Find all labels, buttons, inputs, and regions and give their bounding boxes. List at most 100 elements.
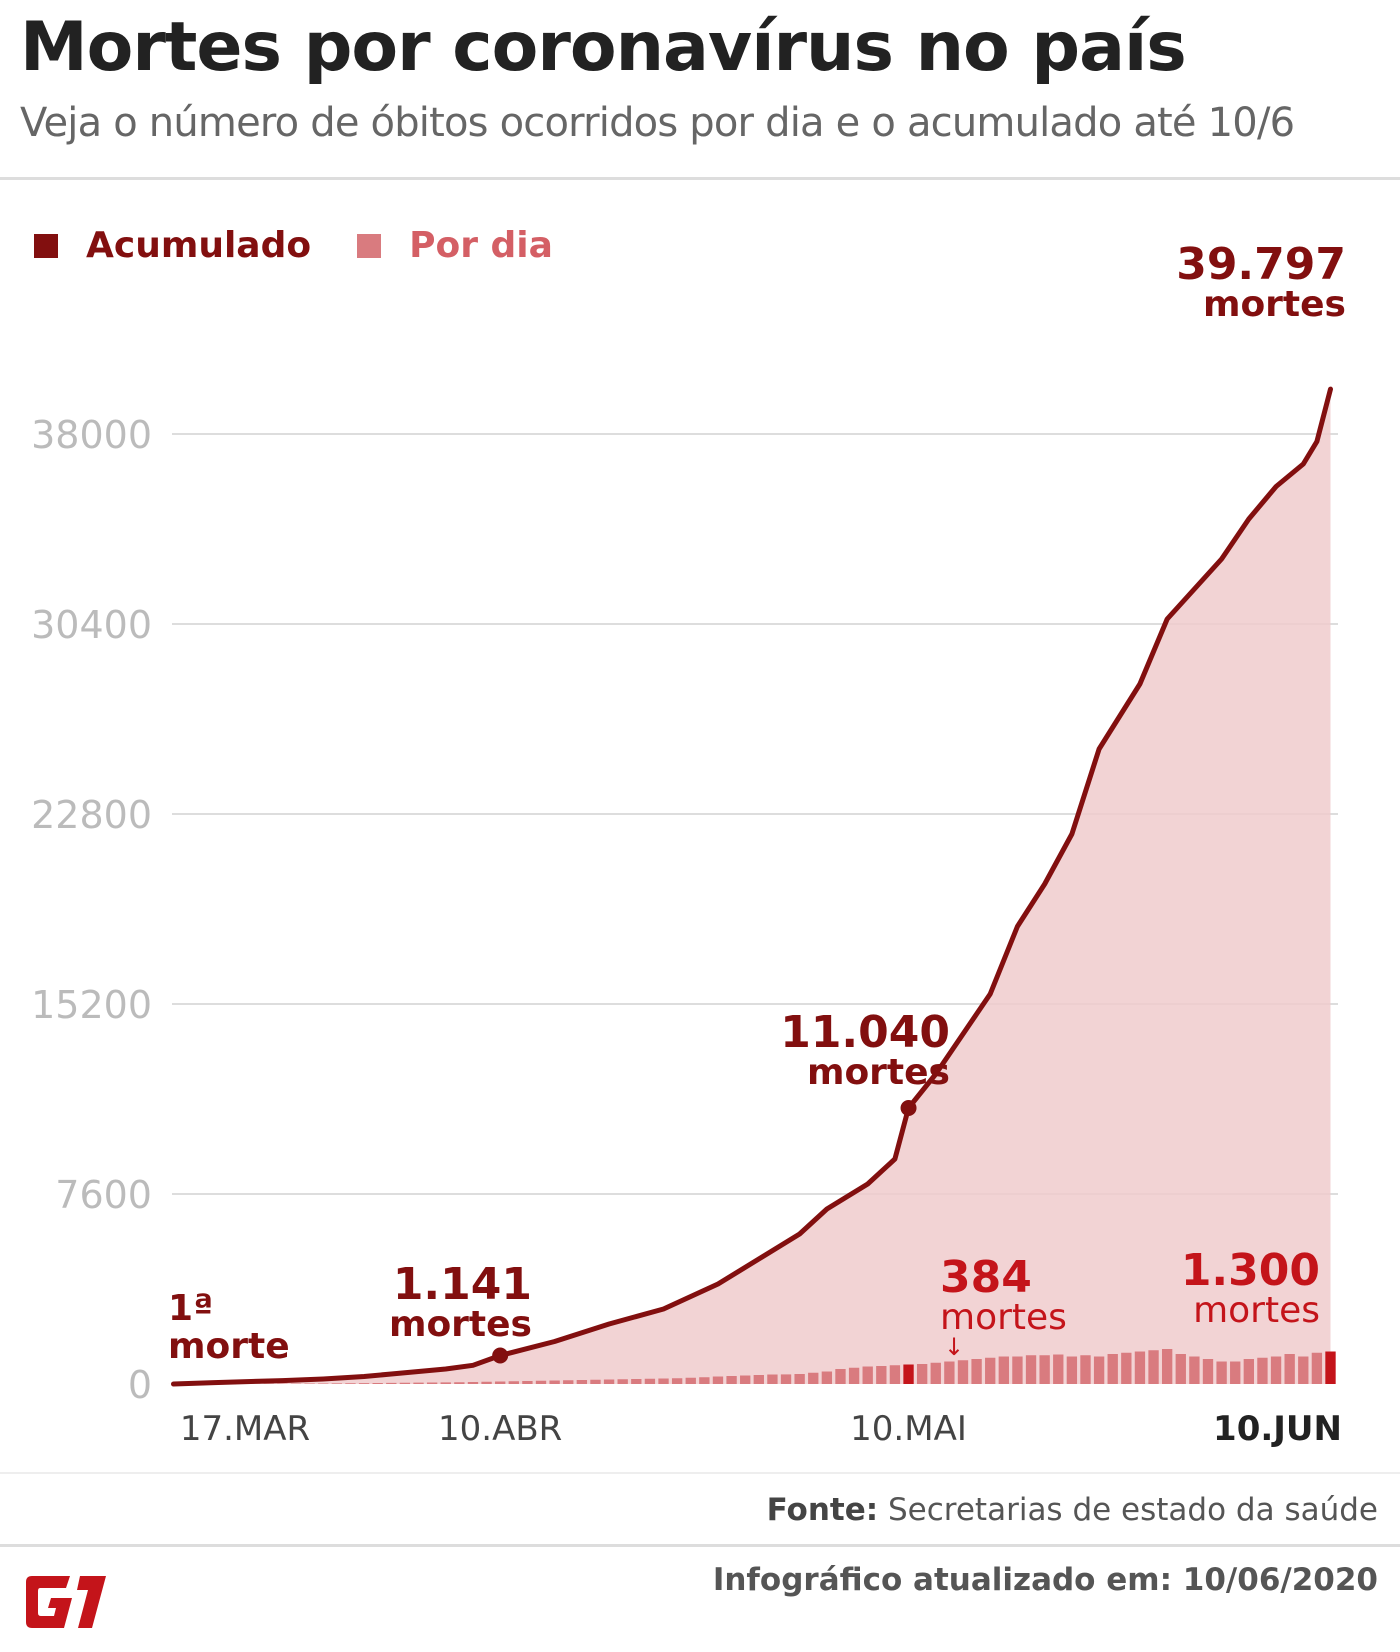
daily-bar [821,1371,833,1384]
daily-bars [168,1349,1336,1384]
annotation-may10-daily-arrow: ↓ [944,1333,965,1361]
annotation-may10-unit: mortes [806,1052,950,1093]
y-tick-label: 22800 [31,793,152,837]
axis-ticks: 0 7600 15200 22800 30400 38000 17.MAR 10.ABR 10.… [31,413,1342,1449]
annotation-may10-daily-value: 384 [940,1252,1032,1303]
daily-bar [1216,1361,1227,1384]
daily-bar [903,1364,914,1384]
y-tick-label: 30400 [31,603,152,647]
annotation-jun10-daily-value: 1.300 [1180,1245,1320,1296]
x-tick-label: 10.ABR [438,1409,562,1449]
x-tick-label: 10.JUN [1213,1409,1342,1449]
annotation-apr10-unit: mortes [388,1304,532,1345]
g1-logo [26,1576,106,1628]
daily-bar [331,1383,343,1384]
daily-bar [726,1376,737,1384]
daily-bar [522,1381,533,1384]
header-divider [0,177,1400,180]
daily-bar [1039,1355,1050,1384]
y-tick-label: 7600 [55,1173,152,1217]
annotation-may10-value: 11.040 [780,1007,950,1058]
daily-bar [535,1380,547,1384]
daily-bar [685,1377,696,1384]
daily-bar [1298,1356,1309,1384]
daily-bar [563,1380,574,1384]
daily-bar [957,1360,969,1384]
daily-bar [808,1372,819,1384]
footer-divider-top [0,1472,1400,1474]
footer-divider [0,1544,1400,1547]
daily-bar [1311,1352,1323,1384]
legend-label-daily: Por dia [409,225,553,266]
daily-bar [358,1383,370,1384]
annotation-markers [171,386,1333,1387]
cumulative-area-fill [173,389,1331,1385]
daily-bar [944,1361,955,1384]
daily-bar [1066,1356,1078,1384]
daily-bar [753,1375,764,1384]
daily-bar [508,1381,519,1384]
daily-bar [1230,1361,1241,1384]
daily-bar [1243,1359,1255,1384]
y-tick-label: 0 [128,1363,152,1407]
daily-bar [481,1381,492,1384]
daily-bar [603,1379,615,1384]
highlight-point [900,1100,917,1116]
annotation-apr10-value: 1.141 [392,1259,532,1310]
daily-bar [1093,1356,1105,1384]
daily-bar [1025,1355,1037,1384]
daily-bar [1161,1349,1173,1384]
daily-bar [1202,1359,1214,1384]
daily-bar [467,1382,479,1384]
daily-bar [985,1357,996,1384]
daily-bar [426,1382,438,1384]
chart-subtitle: Veja o número de óbitos ocorridos por di… [20,100,1295,146]
x-tick-label: 17.MAR [180,1409,310,1449]
daily-bar [712,1376,724,1384]
daily-bar [644,1378,656,1384]
daily-bar [1080,1355,1091,1384]
annotation-first-death-line2: morte [168,1326,290,1367]
daily-bar [998,1356,1009,1384]
chart-title: Mortes por coronavírus no país [20,8,1187,87]
daily-bar [767,1374,778,1384]
legend-item-cumulative: Acumulado [34,225,311,266]
daily-bar [835,1369,846,1384]
annotation-may10: 11.040 mortes [740,1007,950,1093]
annotation-may10-daily-unit: mortes [940,1297,1067,1338]
daily-bar [1148,1350,1159,1384]
daily-bar [658,1378,669,1384]
daily-bar [1107,1354,1118,1384]
daily-bar [848,1367,860,1384]
daily-bar [386,1382,397,1384]
y-tick-label: 38000 [31,413,152,457]
daily-bar [1121,1352,1132,1384]
daily-bar [576,1380,588,1384]
daily-bar [794,1374,805,1384]
annotation-final-unit: mortes [1202,284,1346,325]
daily-bar [1257,1357,1268,1384]
daily-bar [495,1381,506,1384]
daily-bar [876,1366,887,1384]
daily-bar [617,1379,628,1384]
daily-bar [1175,1354,1186,1384]
daily-bar [440,1382,451,1384]
annotation-first-death-line1: 1ª [168,1288,214,1329]
annotation-final: 39.797 mortes [1130,242,1346,325]
highlight-point [492,1347,509,1364]
daily-bar [549,1380,560,1384]
source-note: Fonte: Secretarias de estado da saúde [767,1492,1378,1528]
daily-bar [454,1382,465,1384]
y-tick-label: 15200 [31,983,152,1027]
daily-bar [889,1365,901,1384]
legend-item-daily: Por dia [357,225,553,266]
daily-bar [318,1383,329,1384]
daily-bar [780,1374,792,1384]
cumulative-line [171,386,1333,1387]
annotation-may10-daily: 384 mortes ↓ [940,1252,1067,1361]
daily-bar [916,1364,928,1384]
daily-bar [699,1377,710,1384]
daily-bar [1189,1356,1200,1384]
annotation-jun10-daily: 1.300 mortes [1170,1245,1320,1331]
annotation-jun10-daily-unit: mortes [1193,1290,1320,1331]
